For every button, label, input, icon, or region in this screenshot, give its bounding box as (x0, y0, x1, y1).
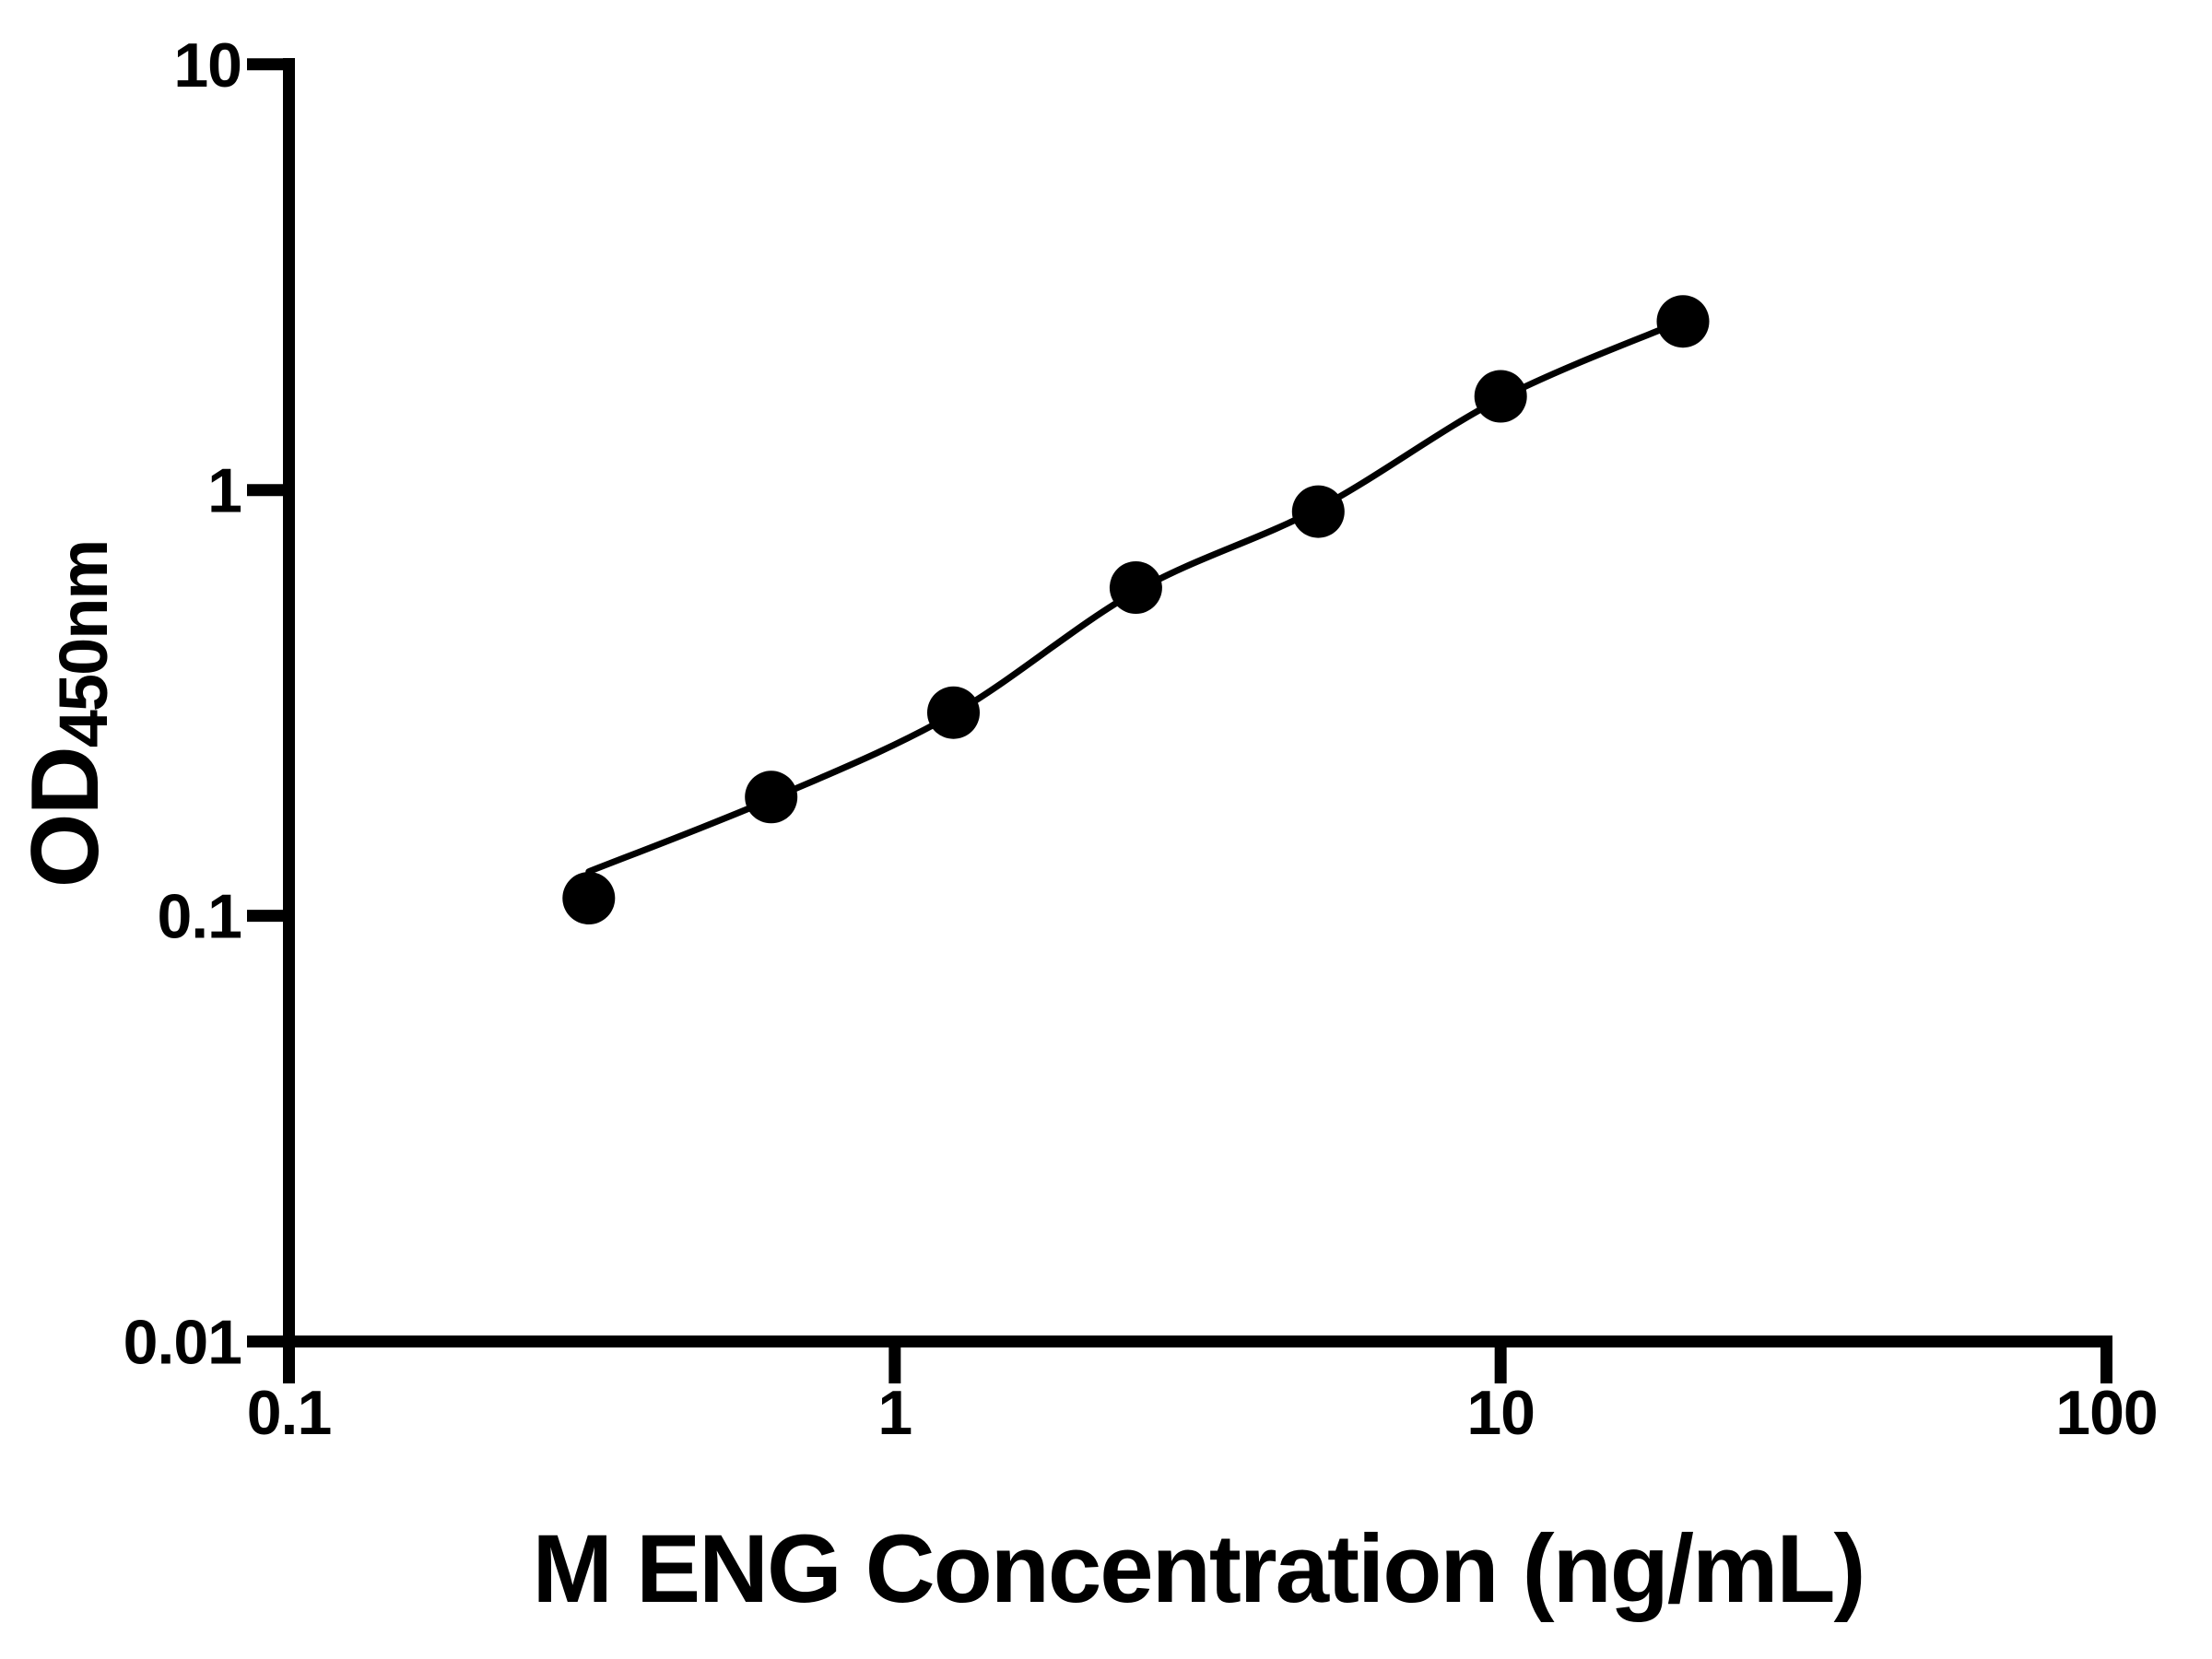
y-axis-title-main: OD (12, 747, 119, 888)
y-axis-ticks: 0.01 0.1 1 10 (124, 30, 283, 1378)
data-point (927, 686, 980, 739)
y-axis-title-subscript: 450nm (45, 541, 122, 747)
y-tick-label: 0.01 (124, 1308, 241, 1378)
x-tick-label: 1 (877, 1378, 912, 1448)
data-point (745, 771, 798, 824)
data-point (1656, 295, 1710, 348)
y-axis-title: OD450nm (12, 541, 122, 888)
y-tick-label: 1 (207, 456, 241, 526)
x-axis-title: M ENG Concentration (ng/mL) (532, 1515, 1864, 1623)
data-point (1109, 561, 1162, 614)
x-tick-label: 10 (1466, 1378, 1535, 1448)
x-tick-label: 100 (2055, 1378, 2157, 1448)
data-point (1291, 485, 1345, 538)
data-point-series (562, 295, 1710, 924)
y-tick-label: 0.1 (157, 882, 241, 952)
data-point (562, 872, 616, 924)
x-tick-label: 0.1 (247, 1378, 332, 1448)
x-axis-ticks: 0.1 1 10 100 (247, 1347, 2159, 1448)
y-tick-label: 10 (173, 30, 241, 100)
data-point (1474, 370, 1527, 423)
